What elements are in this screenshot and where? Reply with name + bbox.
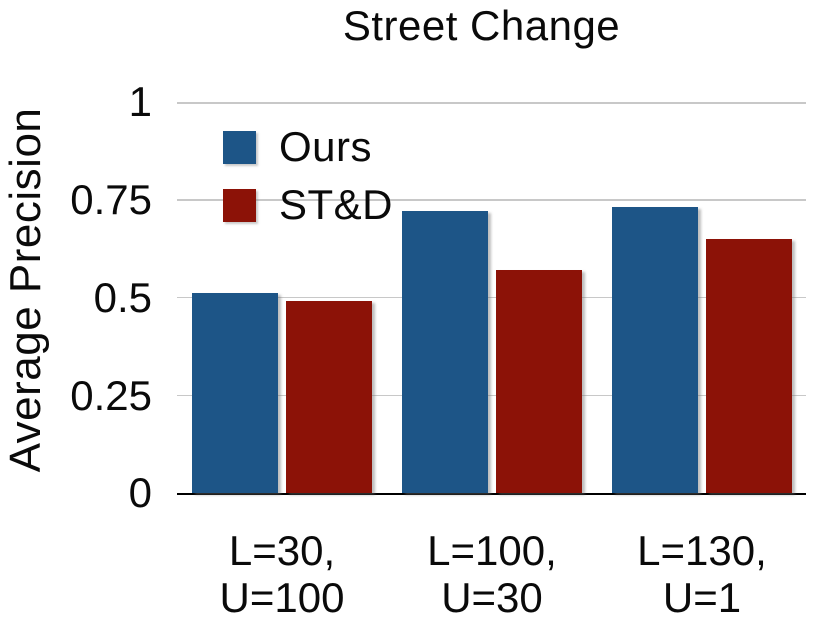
legend-swatch-std bbox=[223, 188, 256, 222]
x-tick-label: L=130, U=1 bbox=[637, 527, 767, 621]
bar-ours-2 bbox=[402, 211, 488, 493]
legend: Ours ST&D bbox=[223, 126, 393, 242]
bar-std-2 bbox=[496, 269, 582, 493]
plot-area bbox=[177, 102, 806, 495]
legend-row: Ours bbox=[223, 126, 393, 168]
chart-title: Street Change bbox=[342, 2, 621, 49]
bar-std-1 bbox=[286, 301, 372, 493]
y-tick-label: 1 bbox=[128, 78, 152, 125]
bar-ours-1 bbox=[192, 293, 278, 493]
gridline bbox=[177, 199, 806, 201]
gridline bbox=[177, 102, 806, 104]
y-tick-label: 0 bbox=[128, 469, 152, 517]
y-tick-label: 0.75 bbox=[70, 175, 152, 223]
bar-std-3 bbox=[706, 238, 792, 493]
legend-label: ST&D bbox=[279, 181, 394, 228]
gridline bbox=[177, 296, 806, 299]
x-tick-label: L=100, U=30 bbox=[427, 527, 557, 621]
legend-row: ST&D bbox=[223, 184, 393, 226]
legend-label: Ours bbox=[279, 123, 373, 170]
legend-swatch-ours bbox=[223, 130, 256, 164]
gridline bbox=[177, 394, 806, 397]
x-tick-label: L=30, U=100 bbox=[219, 527, 345, 621]
y-tick-label: 0.25 bbox=[70, 371, 152, 419]
y-tick-label: 0.5 bbox=[93, 273, 152, 321]
bar-ours-3 bbox=[612, 207, 698, 493]
